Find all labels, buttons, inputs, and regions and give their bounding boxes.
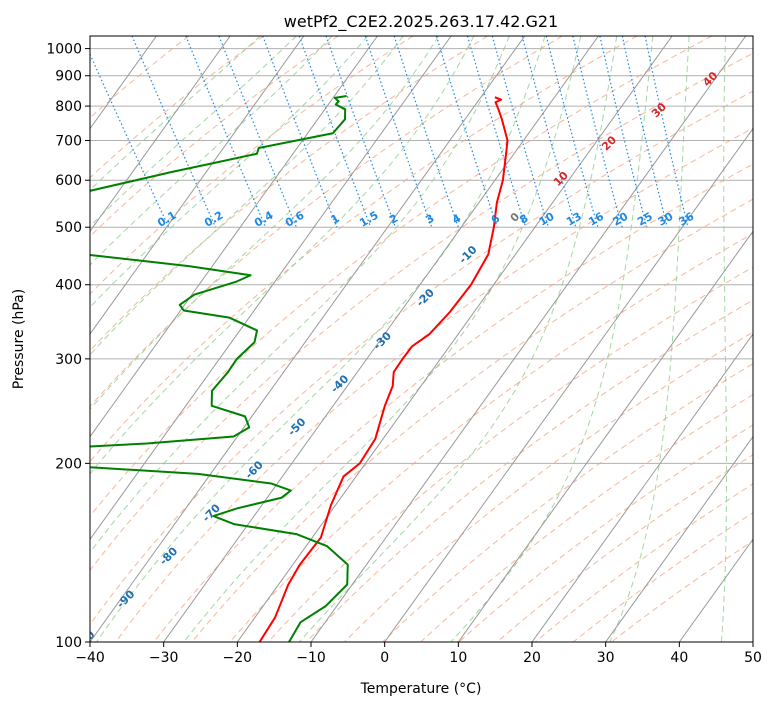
- plot-area: -100-90-80-70-60-50-40-30-20-10010203040…: [69, 36, 753, 657]
- isotherm-line: [236, 36, 673, 642]
- mixing-ratio-line: [572, 36, 623, 228]
- dry-adiabat-line: [115, 127, 753, 642]
- x-tick-label: −20: [223, 650, 253, 666]
- moist-adiabat-line: [90, 36, 261, 191]
- y-tick-label: 100: [55, 635, 82, 651]
- y-tick-label: 500: [55, 220, 82, 236]
- x-tick-label: 50: [744, 650, 762, 666]
- mixing-ratio-line: [545, 36, 599, 228]
- dry-adiabat-line: [382, 363, 753, 642]
- isotherm-line: [90, 36, 378, 438]
- isotherm-line: [90, 36, 452, 541]
- chart-title: wetPf2_C2E2.2025.263.17.42.G21: [284, 12, 558, 32]
- profile-series: [90, 94, 509, 642]
- mixing-ratio-line: [644, 36, 689, 228]
- mixing-ratio-line: [521, 36, 577, 228]
- dry-adiabat-line: [344, 331, 753, 642]
- dry-adiabat-line: [267, 266, 753, 642]
- pressure-gridlines: [90, 48, 753, 642]
- y-tick-label: 400: [55, 278, 82, 294]
- y-axis: 100 200 300 400 500 600 700 800 900 1000: [46, 42, 90, 651]
- moist-adiabat-line: [450, 36, 654, 642]
- x-tick-label: 30: [597, 650, 615, 666]
- dewpoint-line: [90, 94, 349, 642]
- isotherm-line: [90, 36, 231, 233]
- moist-adiabat-line: [90, 36, 404, 356]
- mixing-ratio-lines: [90, 36, 689, 228]
- y-tick-label: 700: [55, 133, 82, 149]
- dry-adiabat-line: [420, 394, 753, 642]
- moist-adiabat-line: [90, 36, 510, 554]
- mixing-ratio-line: [298, 36, 372, 228]
- dry-adiabat-line: [90, 36, 563, 408]
- dry-adiabats: [90, 36, 753, 642]
- x-tick-label: 10: [449, 650, 467, 666]
- dry-adiabat-line: [191, 198, 753, 642]
- mixing-ratio-line: [621, 36, 668, 228]
- mixing-ratio-line: [218, 36, 297, 228]
- moist-adiabat-line: [90, 36, 297, 227]
- x-tick-label: 20: [523, 650, 541, 666]
- dry-adiabat-line: [90, 90, 753, 626]
- moist-adiabat-line: [96, 36, 546, 642]
- mixing-ratio-line: [393, 36, 459, 228]
- moist-adiabat-line: [90, 36, 439, 410]
- x-tick-label: −30: [149, 650, 179, 666]
- isotherms: [90, 36, 753, 642]
- mixing-ratio-line: [325, 36, 397, 228]
- y-axis-label: Pressure (hPa): [11, 289, 27, 389]
- dry-adiabat-line: [90, 52, 753, 572]
- isotherm-line: [531, 333, 753, 642]
- x-tick-label: 0: [380, 650, 389, 666]
- mixing-ratio-line: [185, 36, 267, 228]
- mixing-ratio-line: [131, 36, 217, 228]
- mixing-ratio-line: [599, 36, 648, 228]
- dry-adiabat-line: [90, 36, 488, 352]
- dry-adiabat-line: [458, 424, 753, 642]
- mixing-ratio-line: [435, 36, 498, 228]
- y-tick-label: 600: [55, 173, 82, 189]
- dry-adiabat-line: [229, 232, 753, 642]
- moist-adiabat-line: [90, 36, 369, 308]
- moist-adiabat-line: [720, 36, 727, 642]
- isotherm-label: -100: [69, 628, 98, 657]
- dry-adiabat-line: [90, 36, 264, 179]
- mixing-ratio-line: [466, 36, 527, 228]
- x-tick-label: −10: [296, 650, 326, 666]
- x-tick-label: 40: [670, 650, 688, 666]
- moist-adiabat-line: [90, 36, 475, 475]
- plot-frame: [89, 35, 754, 643]
- dry-adiabat-line: [305, 299, 753, 642]
- isotherm-line: [384, 127, 753, 642]
- y-tick-label: 800: [55, 99, 82, 115]
- moist-adiabats: [90, 36, 727, 642]
- y-tick-label: 900: [55, 69, 82, 85]
- moist-adiabat-line: [298, 36, 618, 642]
- mixing-ratio-line: [364, 36, 433, 228]
- temperature-line: [258, 96, 509, 642]
- x-axis: −40 −30 −20 −10 0 10 20 30 40 50: [75, 642, 762, 666]
- y-tick-label: 300: [55, 352, 82, 368]
- isotherm-line: [90, 36, 305, 335]
- isotherm-line: [163, 36, 599, 642]
- moist-adiabat-line: [609, 36, 690, 642]
- isotherm-line: [310, 36, 747, 642]
- y-tick-label: 1000: [46, 42, 82, 58]
- x-tick-label: −40: [75, 650, 105, 666]
- mixing-ratio-line: [491, 36, 550, 228]
- dry-adiabat-line: [90, 36, 712, 517]
- isotherm-line: [457, 230, 753, 642]
- mixing-ratio-line: [262, 36, 338, 228]
- y-tick-label: 200: [55, 456, 82, 472]
- isotherm-line: [678, 538, 753, 642]
- isotherm-line: [605, 435, 753, 642]
- isotherm-line: [90, 36, 526, 642]
- x-axis-label: Temperature (°C): [360, 681, 482, 697]
